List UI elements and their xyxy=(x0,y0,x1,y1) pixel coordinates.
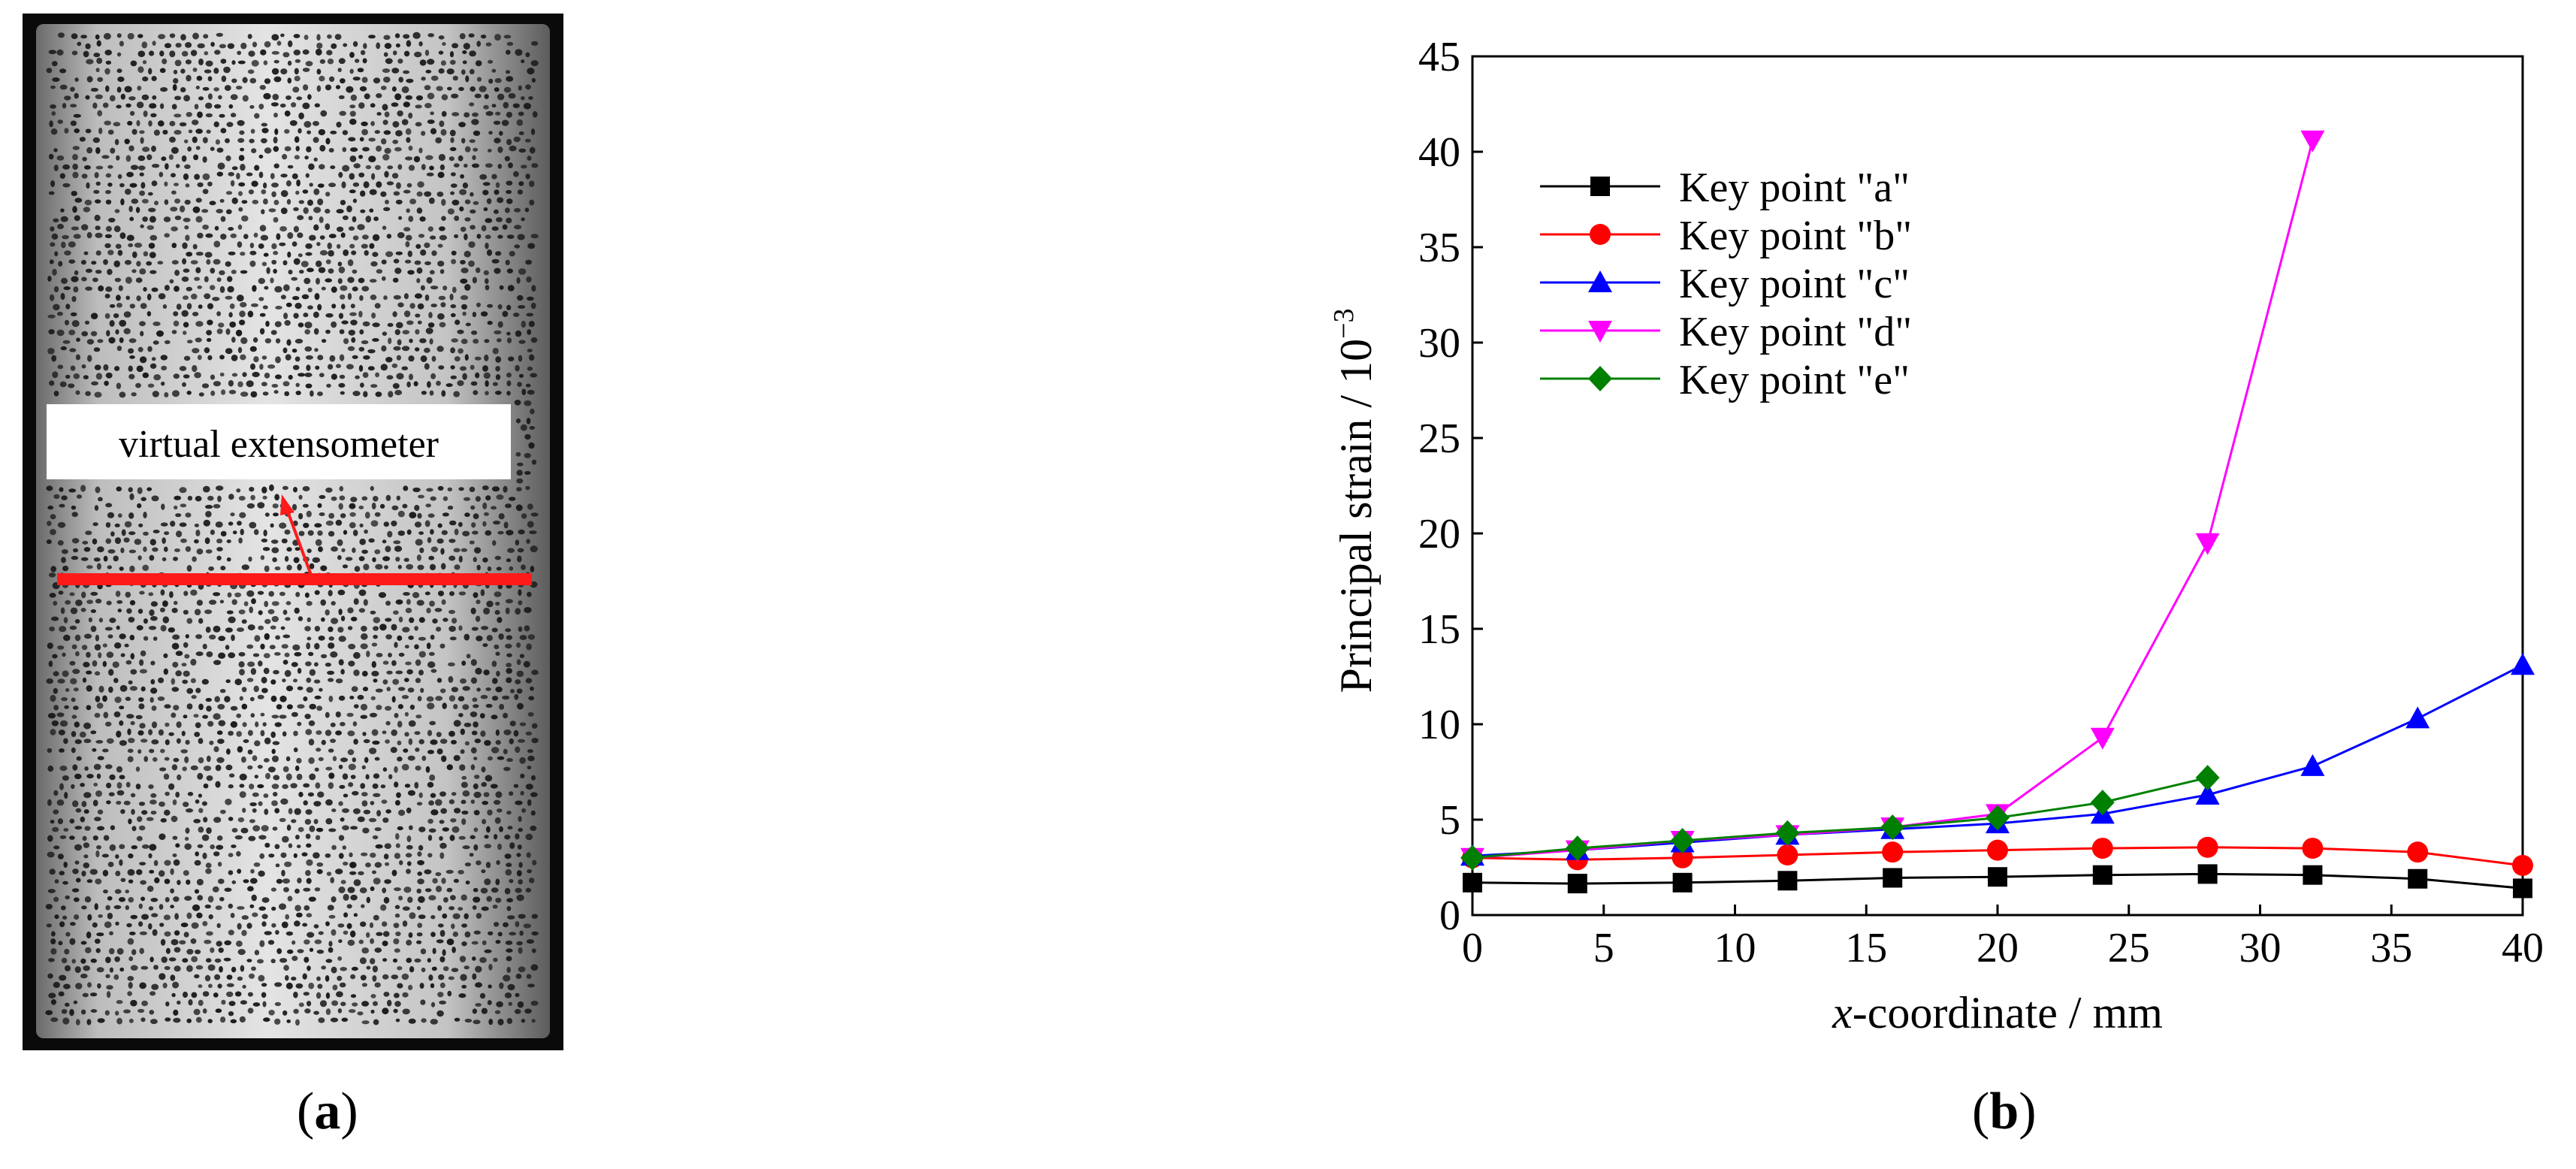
data-point xyxy=(1777,871,1798,891)
data-point xyxy=(2195,782,2220,805)
data-point xyxy=(2090,790,2115,816)
x-tick-label: 5 xyxy=(1593,925,1614,971)
legend-entry: Key point "e" xyxy=(1540,357,1910,403)
data-point xyxy=(2512,854,2533,876)
data-point xyxy=(1988,867,2007,887)
chart-series xyxy=(1460,130,2535,899)
legend-label: Key point "a" xyxy=(1679,165,1910,211)
legend-label: Key point "d" xyxy=(1679,309,1912,355)
data-point xyxy=(2091,838,2113,859)
y-tick-label: 30 xyxy=(1418,320,1460,367)
caption-b: (b) xyxy=(1972,1083,2037,1140)
data-point xyxy=(2511,653,2535,675)
data-point xyxy=(1672,847,1693,868)
data-point xyxy=(2405,706,2430,729)
data-point xyxy=(2303,865,2323,885)
legend-label: Key point "e" xyxy=(1679,357,1910,403)
specimen-photo-panel: virtual extensometer xyxy=(23,14,563,1050)
data-point xyxy=(2197,836,2218,858)
legend-label: Key point "b" xyxy=(1679,213,1912,259)
series-e xyxy=(1460,765,2220,871)
data-point xyxy=(1882,841,1904,863)
x-tick-label: 35 xyxy=(2370,925,2412,971)
data-point xyxy=(2092,865,2112,885)
x-tick-label: 10 xyxy=(1714,925,1756,971)
legend-entry: Key point "d" xyxy=(1540,309,1912,355)
legend-marker xyxy=(1590,177,1610,196)
legend-entry: Key point "c" xyxy=(1540,261,1910,307)
strain-chart-panel: 0 5 10 15 20 25 30 35 40 0 5 10 15 20 25 30 35 40 45 Key p… xyxy=(1277,0,2576,1082)
legend-entry: Key point "b" xyxy=(1540,213,1912,259)
x-tick-label: 20 xyxy=(1977,925,2019,971)
data-point xyxy=(1567,874,1587,894)
data-point xyxy=(1987,839,2008,861)
y-tick-label: 25 xyxy=(1418,415,1460,462)
data-point xyxy=(1775,820,1800,846)
x-axis-title: x-coordinate / mm xyxy=(1832,988,2163,1038)
specimen-photo: virtual extensometer xyxy=(23,14,563,1050)
y-tick-label: 45 xyxy=(1418,34,1460,80)
data-point xyxy=(2300,130,2325,153)
legend-label: Key point "c" xyxy=(1679,261,1910,307)
data-point xyxy=(2407,841,2429,863)
x-tick-label: 40 xyxy=(2502,925,2544,971)
extensometer-arrowhead xyxy=(280,494,294,515)
data-point xyxy=(1460,844,1484,871)
extensometer-pointer xyxy=(285,509,313,578)
annotation-box xyxy=(47,404,511,479)
data-point xyxy=(1672,872,1693,893)
annotation-label: virtual extensometer xyxy=(119,423,439,466)
y-tick-label: 20 xyxy=(1418,511,1460,557)
data-point xyxy=(1880,814,1905,841)
data-point xyxy=(2408,868,2428,889)
y-axis-title: Principal strain / 10−3 xyxy=(1328,308,1381,693)
data-point xyxy=(2302,838,2324,859)
x-tick-label: 25 xyxy=(2108,925,2150,971)
y-tick-label: 10 xyxy=(1418,702,1460,748)
speckle-pattern xyxy=(45,32,539,1026)
y-tick-label: 15 xyxy=(1418,606,1460,653)
strain-chart: 0 5 10 15 20 25 30 35 40 0 5 10 15 20 25 30 35 40 45 Key p… xyxy=(1328,34,2544,1038)
data-point xyxy=(2195,533,2220,555)
x-tick-label: 0 xyxy=(1462,925,1483,971)
chart-legend: Key point "a"Key point "b"Key point "c"K… xyxy=(1540,165,1912,403)
data-point xyxy=(1883,868,1903,888)
legend-marker xyxy=(1590,224,1611,245)
data-point xyxy=(2513,878,2532,899)
specimen-cylinder xyxy=(36,24,550,1038)
series-a xyxy=(1463,864,2532,899)
legend-marker xyxy=(1588,321,1612,343)
legend-marker xyxy=(1588,366,1612,391)
legend-entry: Key point "a" xyxy=(1540,165,1910,211)
x-tick-label: 30 xyxy=(2239,925,2282,971)
y-tick-label: 5 xyxy=(1439,797,1460,844)
chart-axes: 0 5 10 15 20 25 30 35 40 0 5 10 15 20 25 30 35 40 45 xyxy=(1418,34,2544,971)
y-tick-label: 40 xyxy=(1418,129,1460,176)
series-line xyxy=(1472,776,2208,859)
data-point xyxy=(2197,864,2218,884)
y-tick-label: 0 xyxy=(1439,893,1460,939)
data-point xyxy=(1565,835,1590,862)
data-point xyxy=(1463,872,1482,893)
y-tick-label: 35 xyxy=(1418,225,1460,271)
plot-frame xyxy=(1471,55,2524,917)
data-point xyxy=(2195,765,2220,791)
legend-marker xyxy=(1588,270,1612,292)
data-point xyxy=(2090,727,2115,750)
data-point xyxy=(1986,805,2010,831)
caption-a: (a) xyxy=(297,1083,358,1140)
x-tick-label: 15 xyxy=(1845,925,1887,971)
data-point xyxy=(1670,827,1695,853)
data-point xyxy=(2300,754,2325,776)
series-c xyxy=(1460,653,2535,866)
data-point xyxy=(1777,844,1798,865)
